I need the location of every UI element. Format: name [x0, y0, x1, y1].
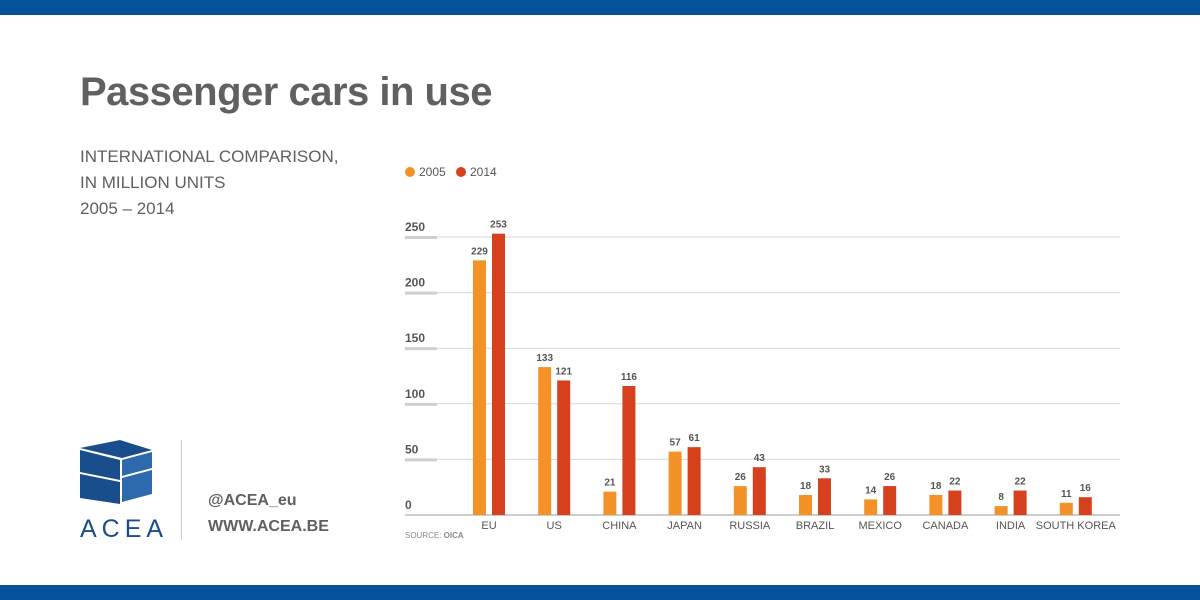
brand-divider — [181, 440, 182, 540]
value-label-2005-china: 21 — [604, 478, 616, 489]
bar-2014-china — [622, 386, 636, 515]
value-label-2014-mexico: 26 — [884, 472, 896, 483]
category-label-japan: JAPAN — [667, 520, 702, 532]
value-label-2014-china: 116 — [621, 372, 638, 383]
y-tick-label-100: 100 — [405, 387, 425, 401]
bar-2005-japan — [668, 451, 682, 515]
category-label-mexico: MEXICO — [858, 520, 902, 532]
bar-2005-russia — [733, 486, 747, 515]
value-label-2005-brazil: 18 — [800, 481, 812, 492]
bar-2005-india — [994, 506, 1008, 515]
value-label-2005-south-korea: 11 — [1061, 489, 1072, 500]
acea-logo-icon — [80, 440, 152, 504]
value-label-2014-canada: 22 — [949, 477, 961, 488]
value-label-2014-japan: 61 — [689, 433, 701, 444]
source-note: SOURCE: OICA — [405, 531, 464, 540]
source-label: SOURCE: — [405, 531, 444, 540]
category-label-china: CHINA — [602, 520, 637, 532]
value-label-2005-india: 8 — [998, 492, 1004, 503]
bar-2005-canada — [929, 494, 943, 515]
value-label-2014-eu: 253 — [490, 220, 507, 231]
y-tick-label-50: 50 — [405, 442, 419, 456]
y-tick-label-150: 150 — [405, 331, 425, 345]
brand-wordmark: ACEA — [80, 515, 169, 543]
tick-marker-200 — [405, 291, 437, 295]
bottom-band — [0, 585, 1200, 600]
legend-swatch-2014 — [456, 167, 466, 177]
value-label-2005-eu: 229 — [471, 246, 488, 257]
value-label-2014-india: 22 — [1015, 477, 1027, 488]
value-label-2014-brazil: 33 — [819, 464, 831, 475]
category-label-canada: CANADA — [922, 520, 969, 532]
value-label-2005-us: 133 — [536, 353, 553, 364]
subtitle-line-3: 2005 – 2014 — [80, 199, 175, 218]
bar-2005-mexico — [864, 499, 878, 515]
legend-label-2014: 2014 — [470, 165, 497, 179]
bar-2005-brazil — [799, 494, 812, 515]
bar-2014-mexico — [883, 486, 897, 515]
category-label-south-korea: SOUTH KOREA — [1036, 520, 1117, 532]
source-value: OICA — [444, 531, 464, 540]
category-label-russia: RUSSIA — [729, 520, 771, 532]
bar-2014-india — [1013, 490, 1027, 515]
value-label-2005-canada: 18 — [930, 481, 942, 492]
twitter-handle[interactable]: @ACEA_eu — [208, 492, 297, 509]
value-label-2014-south-korea: 16 — [1080, 483, 1092, 494]
website-link[interactable]: WWW.ACEA.BE — [208, 518, 329, 535]
bar-2005-eu — [473, 260, 486, 515]
value-label-2005-mexico: 14 — [865, 485, 877, 496]
bar-2014-eu — [492, 233, 505, 515]
subtitle-line-2: IN MILLION UNITS — [80, 173, 226, 192]
legend-swatch-2005 — [405, 167, 415, 177]
bar-2014-us — [557, 380, 571, 515]
bar-2014-japan — [687, 447, 701, 515]
bar-2005-china — [603, 491, 617, 515]
bar-2014-south-korea — [1078, 497, 1092, 515]
category-label-india: INDIA — [996, 520, 1026, 532]
bar-2005-south-korea — [1059, 502, 1073, 515]
subtitle-line-1: INTERNATIONAL COMPARISON, — [80, 147, 339, 166]
top-band — [0, 0, 1200, 15]
bar-2014-brazil — [818, 478, 831, 515]
value-label-2014-russia: 43 — [754, 453, 766, 464]
y-tick-label-250: 250 — [405, 220, 425, 234]
bar-2005-us — [538, 367, 552, 515]
value-label-2005-japan: 57 — [670, 438, 682, 449]
tick-marker-250 — [405, 236, 437, 239]
bar-2014-russia — [752, 467, 766, 515]
bar-2014-canada — [948, 490, 962, 515]
category-label-eu: EU — [481, 520, 496, 532]
tick-marker-100 — [405, 402, 437, 406]
page-title: Passenger cars in use — [80, 70, 492, 114]
tick-marker-50 — [405, 458, 437, 462]
value-label-2005-russia: 26 — [735, 472, 747, 483]
category-label-brazil: BRAZIL — [796, 520, 835, 532]
category-label-us: US — [547, 520, 562, 532]
value-label-2014-us: 121 — [555, 366, 572, 377]
legend-label-2005: 2005 — [419, 165, 446, 179]
y-tick-label-0: 0 — [405, 498, 412, 512]
tick-marker-150 — [405, 347, 437, 351]
y-tick-label-200: 200 — [405, 276, 425, 290]
